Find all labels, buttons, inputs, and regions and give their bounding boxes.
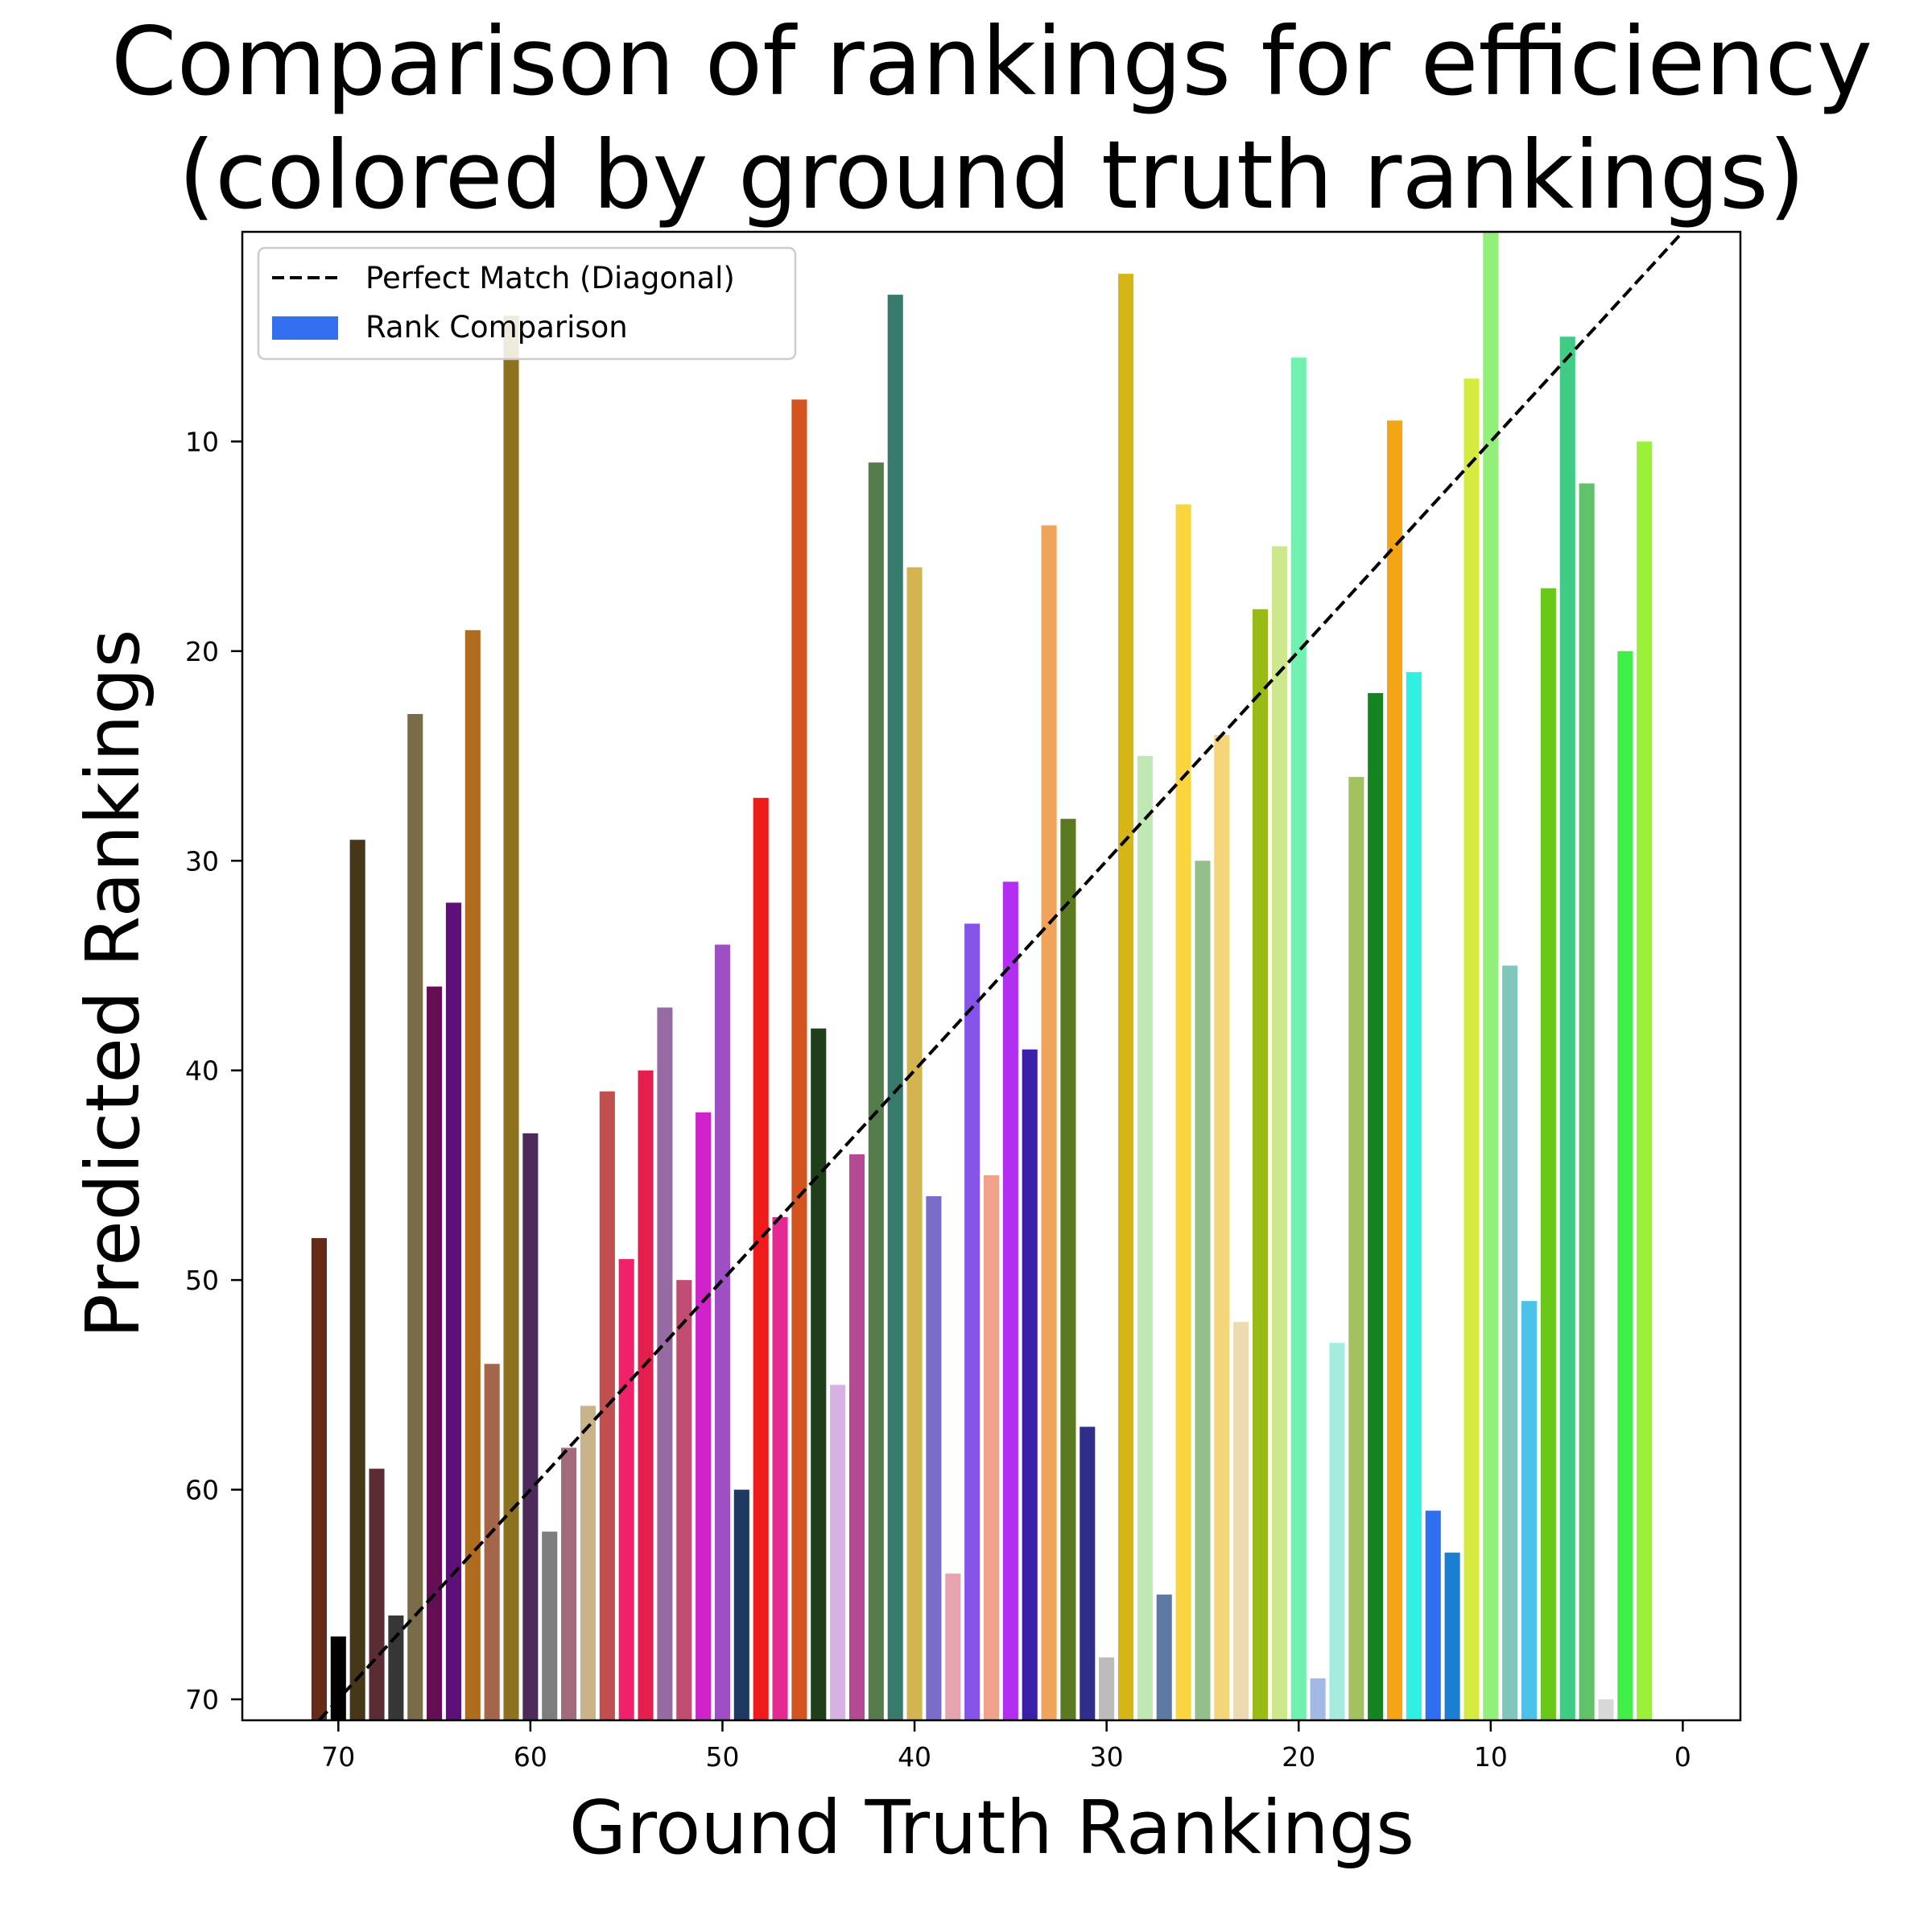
- bar-gt-58: [561, 1447, 577, 1720]
- bar-gt-17: [1348, 777, 1364, 1720]
- bar-gt-62: [484, 1364, 500, 1720]
- bar-gt-65: [427, 986, 443, 1720]
- bar-gt-68: [369, 1468, 385, 1720]
- bar-gt-31: [1080, 1426, 1096, 1720]
- bar-gt-20: [1290, 357, 1307, 1720]
- y-axis-label: Predicted Rankings: [70, 629, 156, 1338]
- y-axis-ticks: 10 20 30 40 50 60 70: [185, 426, 242, 1715]
- bar-gt-57: [580, 1406, 597, 1720]
- y-tick-label: 20: [185, 636, 219, 667]
- bar-gt-8: [1521, 1301, 1538, 1720]
- bar-gt-3: [1617, 650, 1633, 1720]
- chart-title-line-1: Comparison of rankings for efficiency: [111, 6, 1872, 117]
- bar-gt-44: [830, 1385, 846, 1720]
- bar-gt-25: [1195, 861, 1211, 1720]
- y-tick-label: 50: [185, 1265, 219, 1296]
- x-tick-label: 0: [1674, 1741, 1691, 1773]
- bar-gt-33: [1041, 525, 1057, 1720]
- bar-gt-42: [868, 462, 884, 1720]
- legend-rank-comparison-swatch: [272, 316, 338, 340]
- bar-gt-39: [926, 1195, 942, 1720]
- legend-label-perfect-match: Perfect Match (Diagonal): [365, 261, 735, 295]
- bar-gt-18: [1329, 1343, 1345, 1720]
- bar-gt-64: [445, 902, 461, 1720]
- bar-gt-69: [349, 840, 365, 1720]
- y-tick-label: 40: [185, 1055, 219, 1087]
- bar-gt-14: [1406, 671, 1422, 1720]
- bars-layer: [311, 232, 1653, 1721]
- bar-gt-13: [1425, 1510, 1441, 1720]
- x-axis-label: Ground Truth Rankings: [569, 1785, 1414, 1871]
- bar-gt-16: [1368, 692, 1384, 1720]
- x-tick-label: 60: [514, 1741, 547, 1773]
- bar-gt-66: [407, 713, 423, 1720]
- bar-gt-24: [1214, 735, 1230, 1720]
- bar-gt-35: [1002, 881, 1018, 1720]
- bar-gt-21: [1271, 546, 1287, 1720]
- bar-gt-55: [618, 1259, 634, 1720]
- bar-gt-2: [1637, 441, 1653, 1720]
- y-tick-label: 10: [185, 426, 219, 457]
- bar-gt-34: [1022, 1049, 1038, 1720]
- bar-gt-50: [714, 944, 731, 1720]
- bar-gt-10: [1483, 232, 1499, 1720]
- bar-gt-63: [464, 630, 481, 1721]
- plot-frame: [241, 230, 1742, 1722]
- bar-gt-22: [1252, 609, 1269, 1721]
- bar-gt-46: [791, 399, 807, 1721]
- bar-gt-29: [1117, 274, 1134, 1721]
- bar-gt-60: [522, 1133, 539, 1720]
- bar-gt-11: [1463, 378, 1480, 1720]
- bar-gt-19: [1310, 1678, 1326, 1720]
- legend-box: [257, 246, 797, 361]
- bar-gt-45: [811, 1028, 827, 1720]
- bar-gt-26: [1175, 504, 1191, 1720]
- y-tick-label: 70: [185, 1684, 219, 1715]
- bar-gt-53: [657, 1007, 673, 1720]
- bar-gt-71: [311, 1238, 327, 1720]
- x-tick-label: 70: [321, 1741, 355, 1773]
- x-tick-label: 20: [1282, 1741, 1315, 1773]
- x-tick-label: 50: [705, 1741, 739, 1773]
- bar-gt-40: [906, 567, 923, 1721]
- bar-gt-54: [638, 1070, 654, 1720]
- bar-gt-47: [772, 1216, 788, 1720]
- bar-gt-70: [330, 1636, 346, 1720]
- bar-gt-12: [1444, 1552, 1460, 1720]
- bar-gt-49: [733, 1489, 749, 1720]
- bar-gt-32: [1060, 819, 1076, 1720]
- legend: Perfect Match (Diagonal) Rank Comparison: [257, 246, 797, 361]
- x-axis-ticks: 70 60 50 40 30 20 10 0: [321, 1720, 1691, 1773]
- bar-gt-67: [388, 1615, 404, 1720]
- bar-gt-4: [1598, 1699, 1614, 1720]
- bar-gt-7: [1540, 588, 1556, 1721]
- x-tick-label: 10: [1474, 1741, 1508, 1773]
- x-tick-label: 40: [898, 1741, 931, 1773]
- bar-gt-9: [1502, 965, 1518, 1720]
- y-tick-label: 60: [185, 1475, 219, 1506]
- bar-gt-38: [945, 1573, 961, 1720]
- bar-gt-28: [1137, 756, 1153, 1720]
- y-tick-label: 30: [185, 845, 219, 877]
- bar-gt-59: [542, 1531, 558, 1720]
- bar-gt-15: [1386, 420, 1403, 1720]
- bar-gt-6: [1559, 336, 1575, 1720]
- bar-gt-37: [964, 923, 980, 1720]
- bar-gt-51: [696, 1112, 712, 1720]
- bar-gt-61: [503, 316, 519, 1721]
- bar-gt-48: [753, 798, 769, 1720]
- bar-gt-52: [676, 1280, 692, 1720]
- bar-gt-36: [983, 1174, 1000, 1720]
- bar-gt-43: [848, 1154, 865, 1720]
- x-tick-label: 30: [1090, 1741, 1124, 1773]
- bar-gt-30: [1099, 1657, 1115, 1720]
- bar-gt-5: [1579, 483, 1595, 1720]
- legend-label-rank-comparison: Rank Comparison: [365, 310, 628, 345]
- bar-gt-41: [887, 295, 903, 1721]
- bar-gt-27: [1156, 1594, 1172, 1720]
- bar-gt-23: [1233, 1322, 1249, 1720]
- chart-title-line-2: (colored by ground truth rankings): [178, 120, 1805, 230]
